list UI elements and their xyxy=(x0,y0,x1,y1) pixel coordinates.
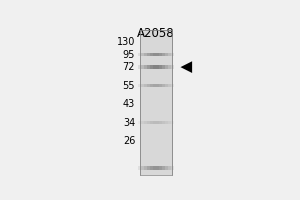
Bar xyxy=(168,121,171,124)
Bar xyxy=(153,121,156,124)
Bar xyxy=(147,84,150,87)
Bar xyxy=(168,84,171,87)
Bar xyxy=(162,84,165,87)
Bar xyxy=(142,166,144,170)
Bar xyxy=(162,121,165,124)
Bar xyxy=(156,84,159,87)
Bar xyxy=(171,121,174,124)
Bar xyxy=(139,53,141,56)
Text: 72: 72 xyxy=(123,62,135,72)
Bar xyxy=(168,53,171,56)
Bar xyxy=(147,65,150,69)
Polygon shape xyxy=(181,61,192,73)
Bar xyxy=(153,84,156,87)
Bar xyxy=(144,53,147,56)
Bar xyxy=(159,53,162,56)
Bar xyxy=(139,65,141,69)
Bar xyxy=(153,53,156,56)
Bar xyxy=(162,65,165,69)
Bar xyxy=(153,65,156,69)
Bar xyxy=(165,84,168,87)
Bar xyxy=(159,121,162,124)
Bar xyxy=(142,53,144,56)
Bar xyxy=(156,121,159,124)
Text: 55: 55 xyxy=(123,81,135,91)
Bar xyxy=(147,53,150,56)
Bar xyxy=(168,166,171,170)
Bar xyxy=(156,53,159,56)
Text: 34: 34 xyxy=(123,118,135,128)
Bar xyxy=(165,53,168,56)
Bar xyxy=(150,65,153,69)
Text: A2058: A2058 xyxy=(137,27,175,40)
Bar xyxy=(165,166,168,170)
Bar xyxy=(162,53,165,56)
Bar xyxy=(168,65,171,69)
Bar xyxy=(150,121,153,124)
Bar xyxy=(150,53,153,56)
Bar xyxy=(144,121,147,124)
Bar xyxy=(153,166,156,170)
Bar xyxy=(150,84,153,87)
Bar xyxy=(144,166,147,170)
Bar xyxy=(140,30,172,175)
Bar xyxy=(142,84,144,87)
Bar xyxy=(142,121,144,124)
Bar xyxy=(139,121,141,124)
Bar xyxy=(171,65,174,69)
Bar xyxy=(159,166,162,170)
Text: 130: 130 xyxy=(117,37,135,47)
Bar xyxy=(171,166,174,170)
Text: 43: 43 xyxy=(123,99,135,109)
Bar xyxy=(156,166,159,170)
Bar xyxy=(159,84,162,87)
Text: 95: 95 xyxy=(123,50,135,60)
Bar xyxy=(142,65,144,69)
Bar xyxy=(144,84,147,87)
Bar xyxy=(165,121,168,124)
Bar xyxy=(139,166,141,170)
Bar xyxy=(171,84,174,87)
Text: 26: 26 xyxy=(123,136,135,146)
Bar xyxy=(144,65,147,69)
Bar xyxy=(147,166,150,170)
Bar xyxy=(150,166,153,170)
Bar xyxy=(165,65,168,69)
Bar xyxy=(147,121,150,124)
Bar xyxy=(171,53,174,56)
Bar xyxy=(156,65,159,69)
Bar xyxy=(159,65,162,69)
Bar xyxy=(162,166,165,170)
Bar xyxy=(139,84,141,87)
